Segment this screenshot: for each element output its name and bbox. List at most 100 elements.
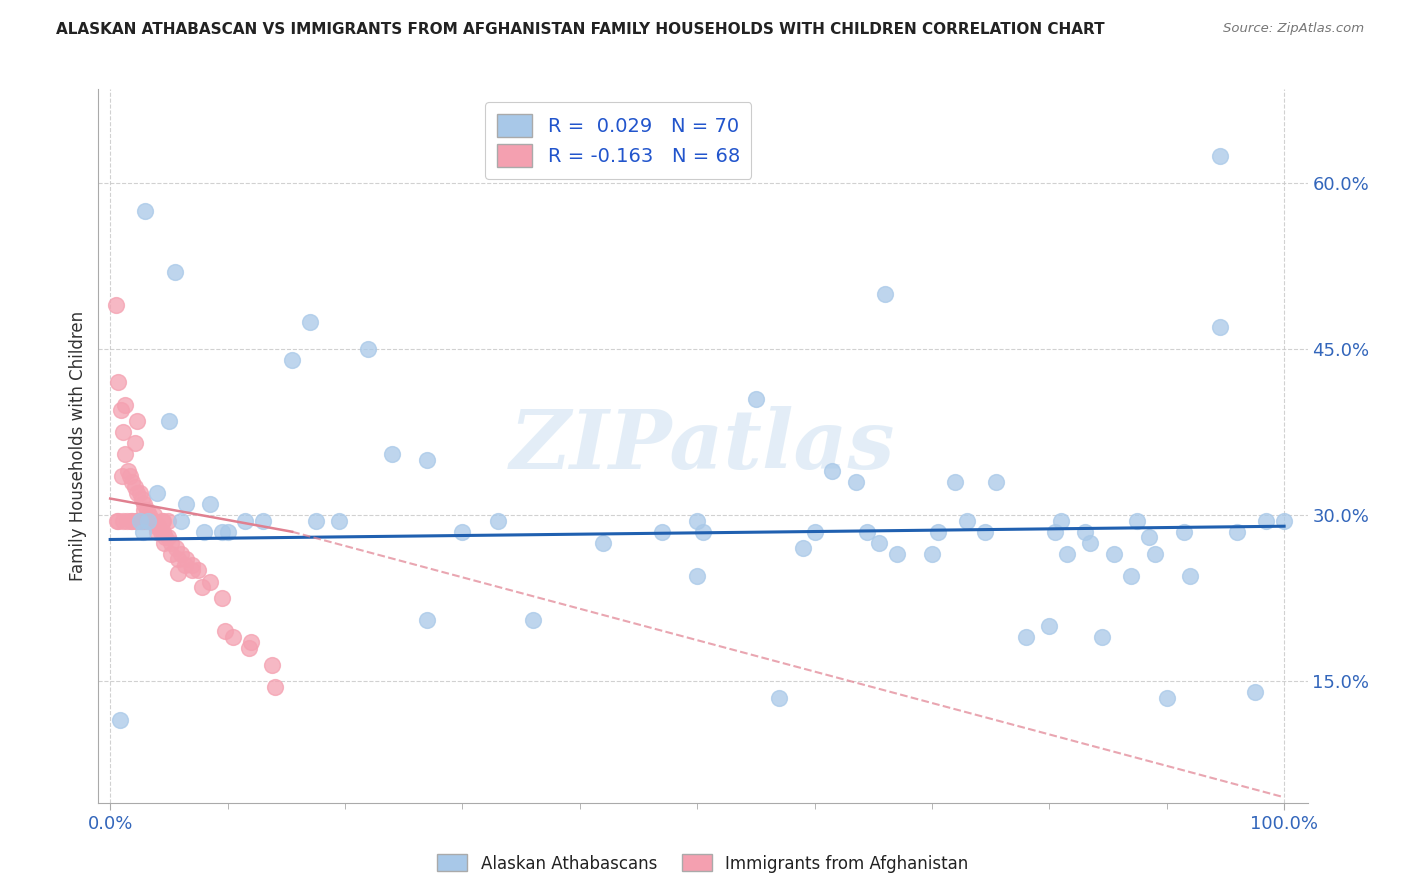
Point (156, 514, 179, 528)
Point (148, 519, 170, 533)
Point (153, 536, 176, 550)
Point (120, 514, 142, 528)
Point (135, 502, 157, 516)
Point (114, 447, 136, 461)
Point (1038, 619, 1060, 633)
Point (110, 403, 132, 417)
Point (121, 475, 143, 489)
Point (1137, 530, 1160, 544)
Point (686, 514, 709, 528)
Point (160, 547, 183, 561)
Point (1208, 148, 1230, 162)
Point (252, 514, 274, 528)
Point (187, 564, 209, 578)
Legend: Alaskan Athabascans, Immigrants from Afghanistan: Alaskan Athabascans, Immigrants from Afg… (430, 847, 976, 880)
Point (1208, 320, 1230, 334)
Point (1173, 524, 1195, 539)
Point (486, 514, 509, 528)
Point (142, 514, 165, 528)
Text: Source: ZipAtlas.com: Source: ZipAtlas.com (1223, 22, 1364, 36)
Point (114, 397, 136, 411)
Point (169, 547, 191, 561)
Point (262, 657, 284, 672)
Point (108, 713, 131, 727)
Legend: R =  0.029   N = 70, R = -0.163   N = 68: R = 0.029 N = 70, R = -0.163 N = 68 (485, 103, 751, 178)
Point (745, 392, 768, 406)
Point (165, 541, 187, 556)
Point (792, 541, 814, 556)
Point (651, 524, 673, 539)
Point (281, 353, 304, 368)
Point (124, 436, 146, 450)
Point (136, 514, 159, 528)
Point (105, 514, 128, 528)
Point (121, 514, 143, 528)
Point (141, 514, 163, 528)
Point (357, 342, 380, 356)
Point (174, 558, 197, 572)
Point (142, 508, 165, 523)
Point (176, 552, 198, 566)
Point (298, 314, 321, 328)
Point (238, 640, 260, 655)
Point (1043, 524, 1066, 539)
Point (328, 514, 350, 528)
Point (1143, 547, 1166, 561)
Point (107, 514, 129, 528)
Point (1056, 547, 1078, 561)
Point (141, 514, 163, 528)
Point (128, 514, 150, 528)
Point (1126, 514, 1149, 528)
Point (1091, 630, 1114, 644)
Point (111, 469, 134, 483)
Point (1256, 514, 1278, 528)
Point (214, 624, 236, 639)
Point (132, 514, 155, 528)
Point (222, 630, 245, 644)
Point (156, 530, 179, 544)
Point (986, 475, 1008, 489)
Point (692, 524, 714, 539)
Y-axis label: Family Households with Children: Family Households with Children (69, 311, 87, 581)
Point (592, 536, 614, 550)
Point (1050, 514, 1073, 528)
Point (107, 376, 129, 390)
Point (160, 536, 183, 550)
Point (138, 508, 160, 523)
Point (886, 547, 908, 561)
Point (973, 524, 995, 539)
Point (163, 265, 186, 279)
Point (105, 298, 128, 312)
Text: ZIPatlas: ZIPatlas (510, 406, 896, 486)
Point (304, 514, 326, 528)
Point (956, 514, 979, 528)
Point (873, 286, 896, 301)
Point (112, 514, 135, 528)
Point (190, 580, 212, 594)
Point (169, 514, 191, 528)
Point (176, 497, 198, 511)
Point (117, 464, 139, 478)
Point (856, 524, 879, 539)
Point (193, 524, 215, 539)
Point (149, 524, 172, 539)
Point (686, 569, 709, 583)
Point (217, 524, 239, 539)
Point (181, 564, 204, 578)
Point (134, 497, 156, 511)
Point (157, 414, 180, 428)
Point (120, 469, 142, 483)
Point (146, 524, 169, 539)
Point (112, 425, 135, 439)
Point (134, 514, 156, 528)
Point (131, 491, 153, 506)
Point (132, 524, 155, 539)
Point (803, 524, 825, 539)
Point (821, 464, 844, 478)
Point (115, 514, 138, 528)
Point (1180, 569, 1202, 583)
Point (150, 514, 173, 528)
Point (263, 680, 285, 694)
Point (1121, 569, 1143, 583)
Point (768, 690, 790, 705)
